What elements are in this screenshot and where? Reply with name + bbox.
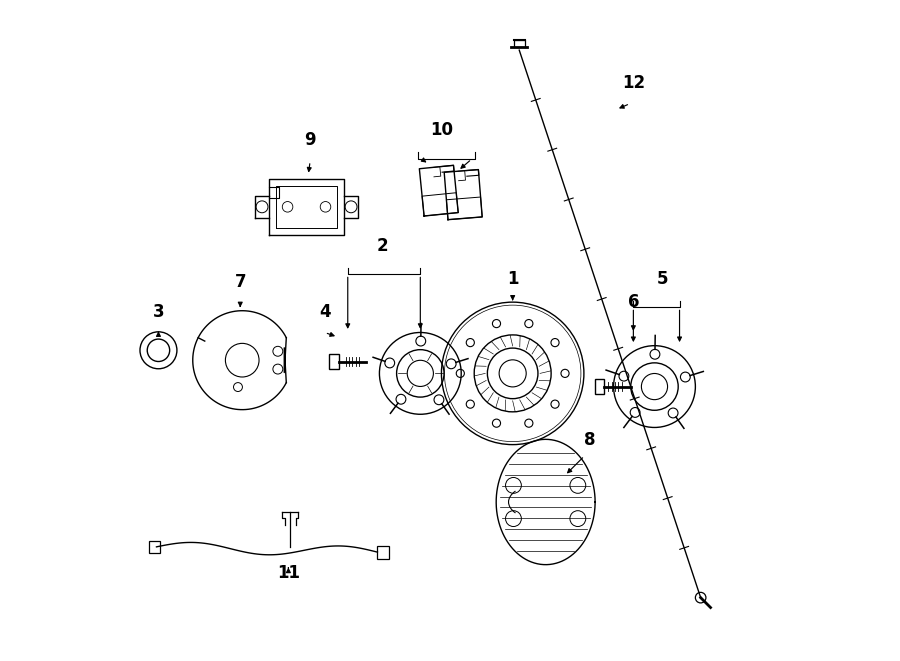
Text: 7: 7 bbox=[234, 273, 246, 291]
Text: 6: 6 bbox=[627, 293, 639, 311]
Text: 10: 10 bbox=[430, 121, 454, 139]
Text: 1: 1 bbox=[507, 270, 518, 288]
Text: 11: 11 bbox=[277, 564, 300, 582]
Text: 5: 5 bbox=[657, 270, 668, 288]
Text: 2: 2 bbox=[377, 237, 389, 254]
Text: 12: 12 bbox=[622, 74, 645, 92]
Text: 9: 9 bbox=[304, 131, 316, 149]
Text: 8: 8 bbox=[584, 431, 596, 449]
Text: 4: 4 bbox=[319, 303, 330, 321]
Text: 3: 3 bbox=[153, 303, 165, 321]
